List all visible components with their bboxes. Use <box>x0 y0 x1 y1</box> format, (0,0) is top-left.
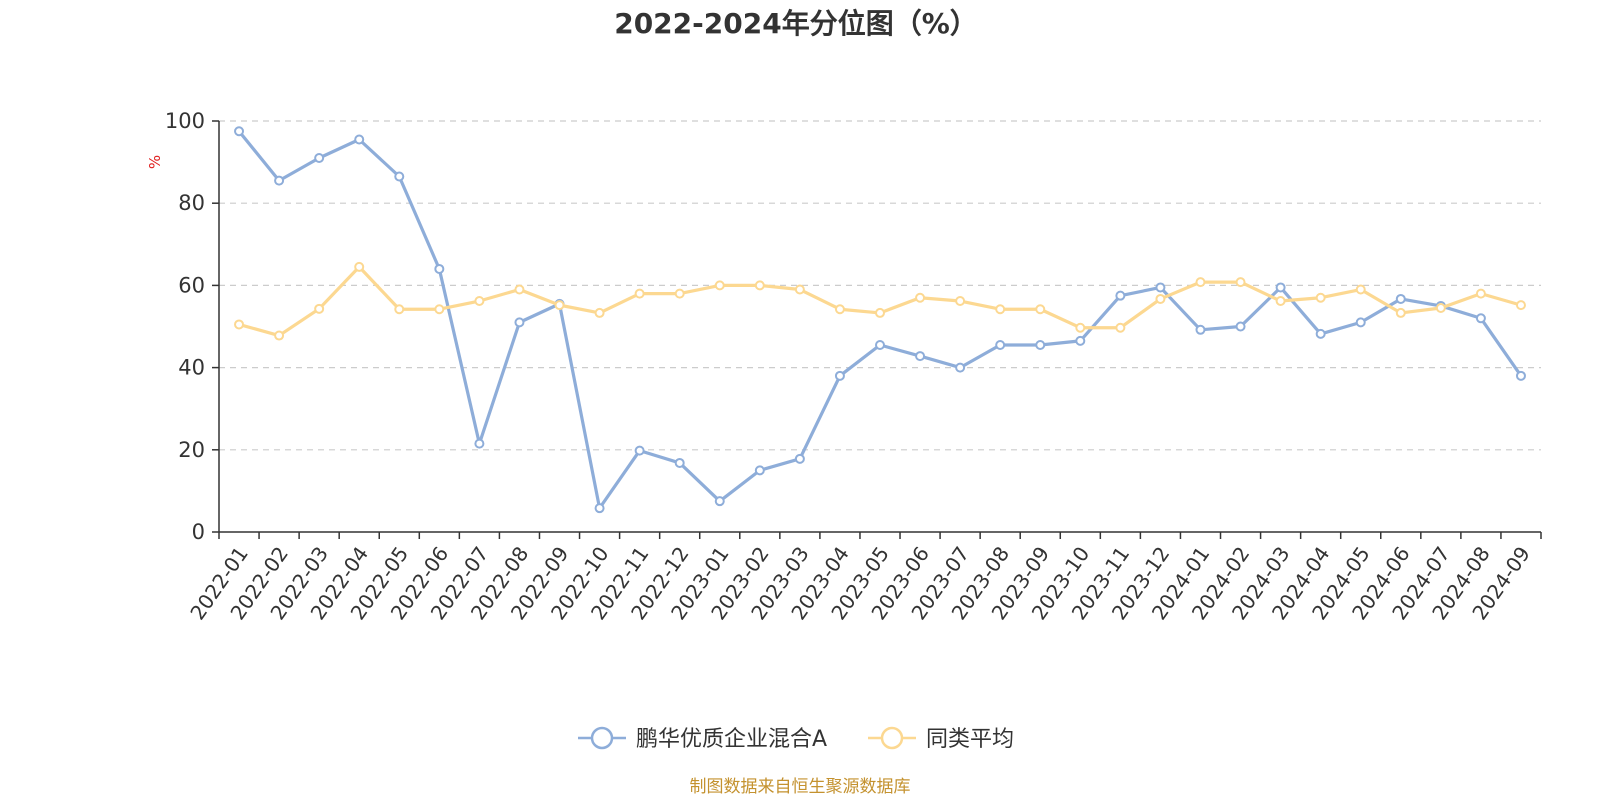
legend-circle-icon <box>880 726 904 750</box>
series-line <box>237 265 1523 338</box>
data-point <box>354 261 365 272</box>
data-point <box>1035 304 1046 315</box>
y-tick-label: 40 <box>178 356 205 380</box>
data-point <box>1075 335 1086 346</box>
data-point <box>875 307 885 318</box>
series-line <box>237 129 1523 510</box>
data-point <box>554 300 565 311</box>
y-tick-label: 80 <box>178 191 205 215</box>
data-point <box>1115 290 1126 301</box>
y-tick-label: 0 <box>192 520 205 544</box>
data-point <box>714 496 725 507</box>
legend-label: 鹏华优质企业混合A <box>636 727 827 752</box>
legend[interactable]: 鹏华优质企业混合A 同类平均 <box>578 726 1014 752</box>
data-point <box>1435 303 1446 314</box>
data-point <box>634 445 645 456</box>
series-1 <box>234 126 1526 514</box>
data-point <box>955 362 966 373</box>
data-point <box>514 284 525 295</box>
data-point <box>1195 324 1206 335</box>
data-point <box>754 280 765 291</box>
data-point <box>1275 282 1286 293</box>
data-point <box>915 292 926 303</box>
y-tick-label: 60 <box>178 273 205 297</box>
chart-title: 2022-2024年分位图（%） <box>614 7 978 40</box>
data-point <box>1235 321 1246 332</box>
grid-lines <box>219 120 1541 451</box>
data-point <box>1075 322 1086 333</box>
data-point <box>995 304 1006 315</box>
data-point <box>634 288 645 299</box>
data-point <box>1515 300 1526 311</box>
data-point <box>1195 277 1206 288</box>
data-point <box>834 370 845 381</box>
data-point <box>714 280 725 291</box>
x-axis-ticks: 2022-012022-022022-032022-042022-052022-… <box>185 532 1542 624</box>
data-point <box>1395 293 1406 304</box>
data-point <box>1275 296 1286 307</box>
data-point <box>1315 328 1326 339</box>
data-point <box>1355 317 1366 328</box>
y-tick-label: 100 <box>165 109 205 133</box>
data-point <box>834 304 845 315</box>
data-point <box>1235 277 1246 288</box>
data-point <box>1475 288 1486 299</box>
data-point <box>794 453 805 464</box>
data-point <box>674 288 685 299</box>
series-2 <box>234 261 1526 341</box>
data-point <box>434 263 445 274</box>
y-tick-label: 20 <box>178 438 205 462</box>
data-point <box>1155 282 1166 293</box>
data-point <box>1315 292 1326 303</box>
data-point <box>754 465 765 476</box>
data-point <box>394 171 405 182</box>
legend-label: 同类平均 <box>926 727 1014 752</box>
y-axis-ticks: 0 20 40 60 80 100 <box>165 109 219 544</box>
data-point <box>1355 284 1366 295</box>
data-point <box>594 503 605 514</box>
data-point <box>674 457 685 468</box>
axes <box>218 121 1541 533</box>
data-point <box>514 317 525 328</box>
data-point <box>434 304 445 315</box>
data-point <box>1155 293 1166 304</box>
data-point <box>274 330 285 341</box>
data-point <box>794 284 805 295</box>
data-point <box>915 351 926 362</box>
legend-item-2[interactable]: 同类平均 <box>868 726 1014 752</box>
legend-circle-icon <box>590 726 614 750</box>
series-layer <box>234 126 1526 514</box>
data-point <box>354 134 365 145</box>
data-point <box>474 296 485 307</box>
data-point <box>1035 339 1046 350</box>
data-point <box>234 319 245 330</box>
data-source-note: 制图数据来自恒生聚源数据库 <box>690 777 911 797</box>
y-axis-unit-label: % <box>146 155 164 169</box>
data-point <box>1115 322 1126 333</box>
data-point <box>234 126 245 137</box>
data-point <box>314 152 325 163</box>
legend-item-1[interactable]: 鹏华优质企业混合A <box>578 726 827 752</box>
data-point <box>1515 370 1526 381</box>
data-point <box>394 304 405 315</box>
data-point <box>955 296 966 307</box>
data-point <box>314 303 325 314</box>
data-point <box>474 438 485 449</box>
data-point <box>875 339 885 350</box>
data-point <box>274 175 285 186</box>
data-point <box>1395 307 1406 318</box>
data-point <box>594 307 605 318</box>
data-point <box>995 339 1006 350</box>
data-point <box>1475 313 1486 324</box>
